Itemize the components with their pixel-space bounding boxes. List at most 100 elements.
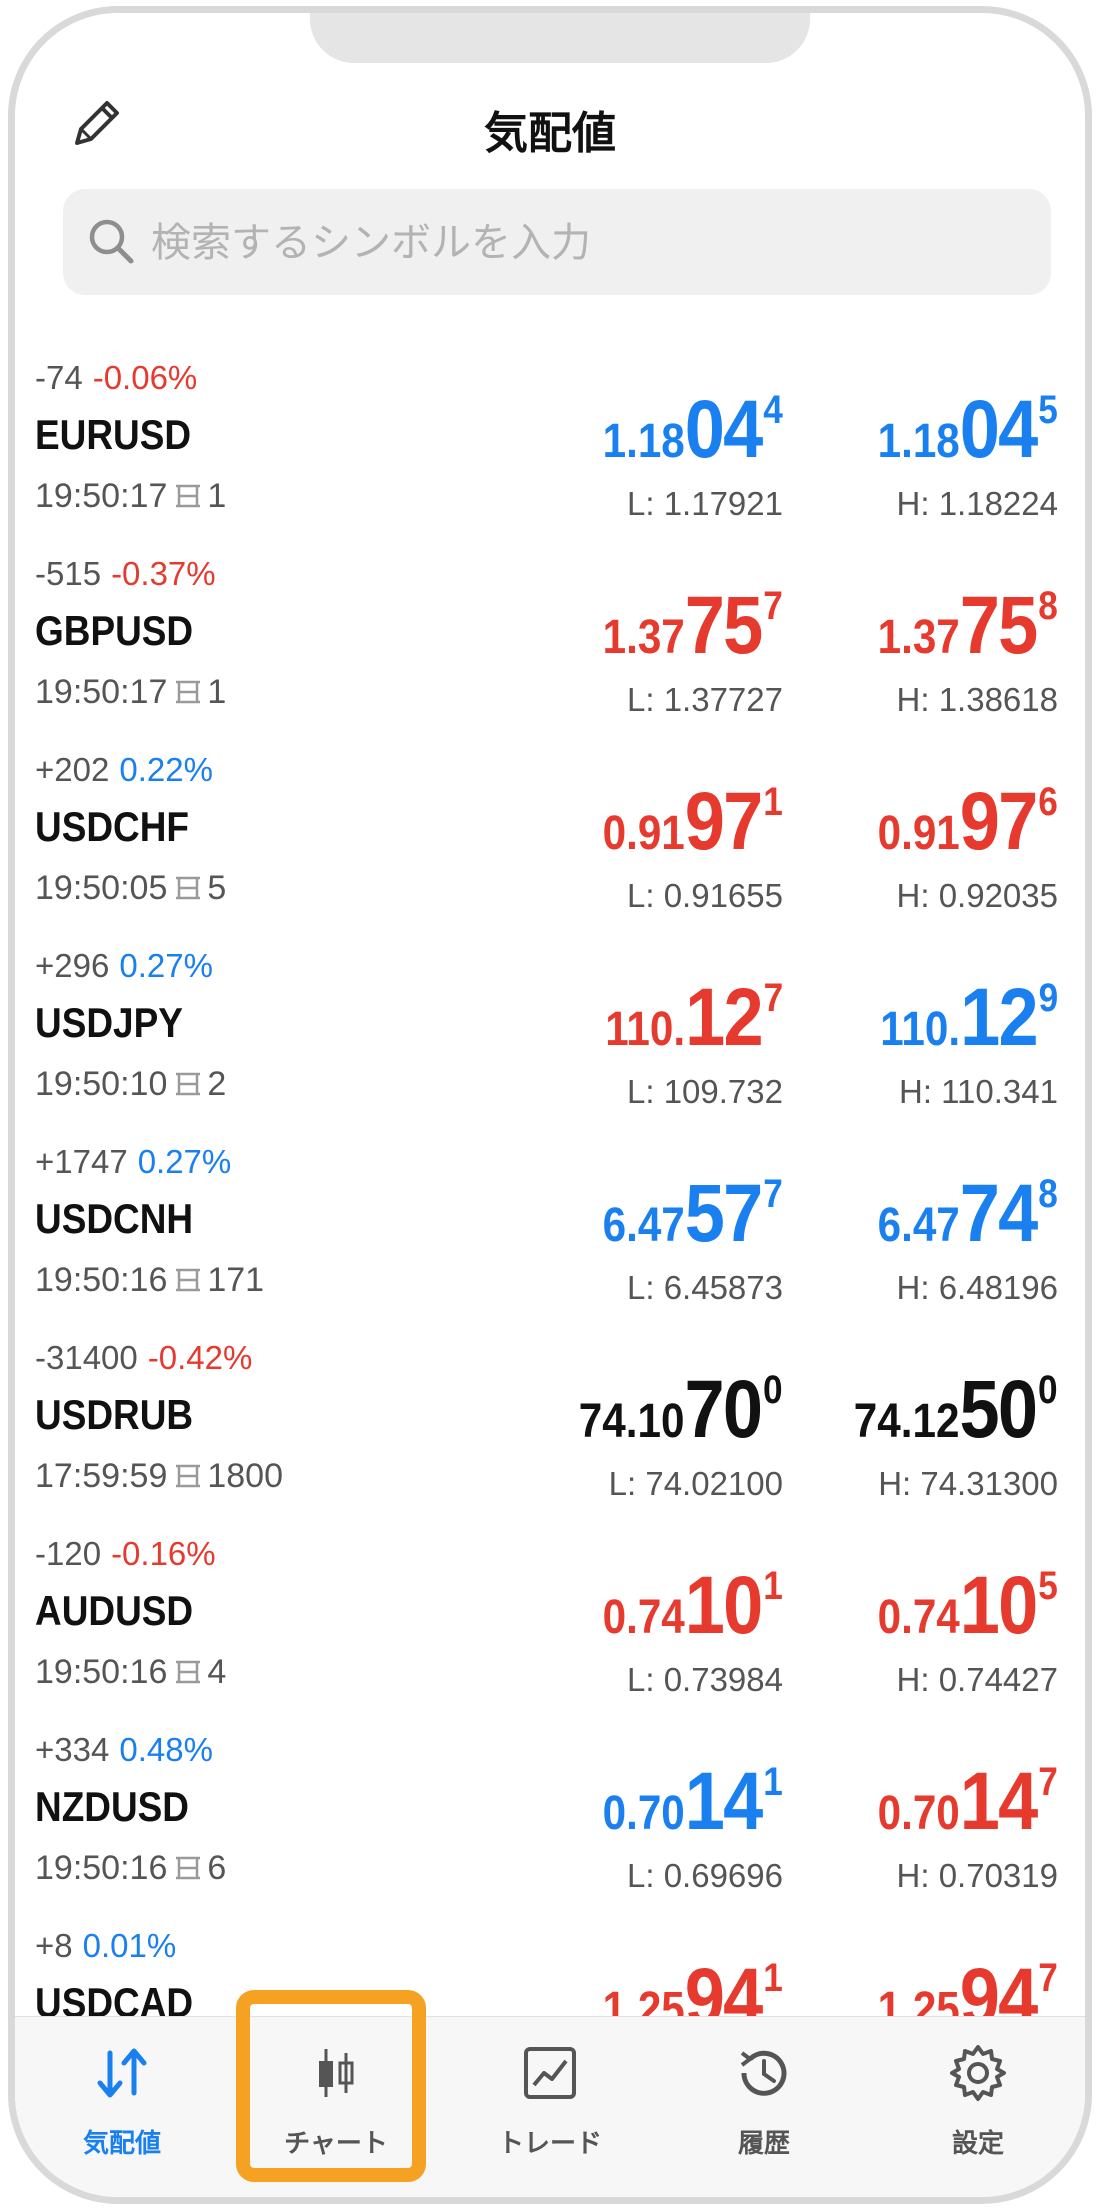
bid-price[interactable]: 0.70141 [602,1756,783,1847]
quote-row[interactable]: -120 -0.16% AUDUSD 19:50:16 4 0.74101 0.74… [15,1525,1085,1721]
tab-label: 履歴 [737,2128,790,2158]
spread-value: 1 [207,673,227,711]
bid-price[interactable]: 1.37757 [602,580,783,671]
quote-row[interactable]: -31400 -0.42% USDRUB 17:59:59 1800 74.1070… [15,1329,1085,1525]
high-price: H: 0.92035 [896,877,1058,914]
tab-0[interactable]: 気配値 [15,2017,229,2187]
change-percent: 0.48% [119,1731,213,1768]
spread-icon [176,1856,201,1880]
high-price: H: 6.48196 [896,1269,1058,1306]
quotes-arrows-icon [97,2048,147,2098]
low-price: L: 1.37727 [627,681,783,718]
symbol-name: USDCHF [35,803,189,850]
symbol-name: USDJPY [35,999,183,1046]
bid-price[interactable]: 74.10700 [579,1364,783,1455]
page-title: 気配値 [484,109,616,158]
quote-time: 19:50:10 [35,1065,168,1103]
bid-price[interactable]: 110.127 [605,972,783,1063]
change-percent: 0.01% [82,1927,177,1964]
ask-price[interactable]: 1.37758 [877,580,1058,671]
search-bar[interactable] [63,189,1051,295]
search-input[interactable] [149,207,1013,279]
change-points: +8 [35,1927,73,1964]
header: 気配値 [15,91,1085,161]
quote-time: 19:50:16 [35,1849,168,1887]
phone-frame: 気配値 -74-0.06% EURUSD 19:50:17 1 1.18044 1… [8,6,1092,2204]
tab-label: 気配値 [82,2128,161,2158]
tab-1[interactable]: チャート [229,2017,443,2187]
low-price: L: 0.91655 [627,877,783,914]
ask-price[interactable]: 0.91976 [877,776,1058,867]
search-icon [89,219,134,264]
bid-price[interactable]: 6.47577 [602,1168,783,1259]
tab-label: 設定 [951,2128,1004,2158]
high-price: H: 110.341 [898,1073,1058,1110]
bid-price[interactable]: 1.25941 [602,1952,783,2017]
spread-value: 2 [207,1065,227,1103]
ask-price[interactable]: 1.25947 [877,1952,1058,2017]
quote-row[interactable]: +296 0.27% USDJPY 19:50:10 2 110.127 110.1… [15,937,1085,1133]
symbol-name: AUDUSD [35,1587,194,1634]
low-price: L: 0.69696 [627,1857,783,1894]
tab-label: チャート [284,2128,388,2158]
change-points: +202 [35,751,110,788]
symbol-name: EURUSD [35,411,192,458]
ask-price[interactable]: 74.12500 [854,1364,1058,1455]
bottom-tab-bar: 気配値 チャート トレード 履歴 設定 [15,2016,1085,2197]
bid-price[interactable]: 0.91971 [602,776,783,867]
symbol-name: USDCNH [35,1195,194,1242]
change-points: -31400 [35,1339,138,1376]
low-price: L: 6.45873 [627,1269,783,1306]
change-points: -515 [35,555,102,592]
trade-chart-icon [524,2047,576,2099]
spread-value: 5 [207,869,227,907]
change-percent: -0.16% [111,1535,216,1572]
spread-icon [176,484,201,508]
spread-value: 1 [207,477,227,515]
change-points: -120 [35,1535,102,1572]
spread-icon [176,1072,201,1096]
quote-row[interactable]: +334 0.48% NZDUSD 19:50:16 6 0.70141 0.701… [15,1721,1085,1917]
spread-value: 4 [207,1653,227,1691]
quote-row[interactable]: +8 0.01% USDCAD 1.25941 1.25947 [15,1917,1085,2017]
tab-4[interactable]: 設定 [871,2017,1085,2187]
spread-icon [176,680,201,704]
change-percent: -0.42% [147,1339,253,1376]
spread-value: 171 [207,1261,265,1299]
ask-price[interactable]: 1.18045 [877,384,1058,475]
tab-2[interactable]: トレード [443,2017,657,2187]
quote-row[interactable]: -74 -0.06% EURUSD 19:50:17 1 1.18044 1.180… [15,349,1085,545]
quote-time: 19:50:16 [35,1653,168,1691]
bid-price[interactable]: 0.74101 [602,1560,783,1651]
quote-time: 19:50:16 [35,1261,168,1299]
quote-list[interactable]: -74 -0.06% EURUSD 19:50:17 1 1.18044 1.180… [15,349,1085,2017]
change-points: +1747 [35,1143,128,1180]
change-percent: 0.27% [137,1143,232,1180]
ask-price[interactable]: 110.129 [880,972,1058,1063]
gear-icon [950,2045,1006,2101]
spread-icon [176,1464,201,1488]
quote-row[interactable]: +202 0.22% USDCHF 19:50:05 5 0.91971 0.919… [15,741,1085,937]
spread-value: 6 [207,1849,227,1887]
high-price: H: 74.31300 [878,1465,1058,1502]
ask-price[interactable]: 0.74105 [877,1560,1058,1651]
ask-price[interactable]: 0.70147 [877,1756,1058,1847]
bid-price[interactable]: 1.18044 [602,384,783,475]
quote-time: 17:59:59 [35,1457,168,1495]
change-points: +296 [35,947,110,984]
ask-price[interactable]: 6.47748 [877,1168,1058,1259]
quote-time: 19:50:17 [35,673,168,711]
change-percent: 0.22% [119,751,213,788]
edit-pencil-icon[interactable] [65,91,129,155]
symbol-name: NZDUSD [35,1783,189,1830]
candlestick-chart-icon [319,2049,354,2097]
change-percent: -0.06% [92,359,198,396]
quote-row[interactable]: +1747 0.27% USDCNH 19:50:16 171 6.47577 6.… [15,1133,1085,1329]
high-price: H: 1.18224 [896,485,1058,522]
chart-tab-highlight [236,1990,426,2182]
history-clock-icon [740,2050,787,2096]
change-percent: 0.27% [119,947,213,984]
quote-row[interactable]: -515 -0.37% GBPUSD 19:50:17 1 1.37757 1.37… [15,545,1085,741]
high-price: H: 0.70319 [896,1857,1058,1894]
tab-3[interactable]: 履歴 [657,2017,871,2187]
